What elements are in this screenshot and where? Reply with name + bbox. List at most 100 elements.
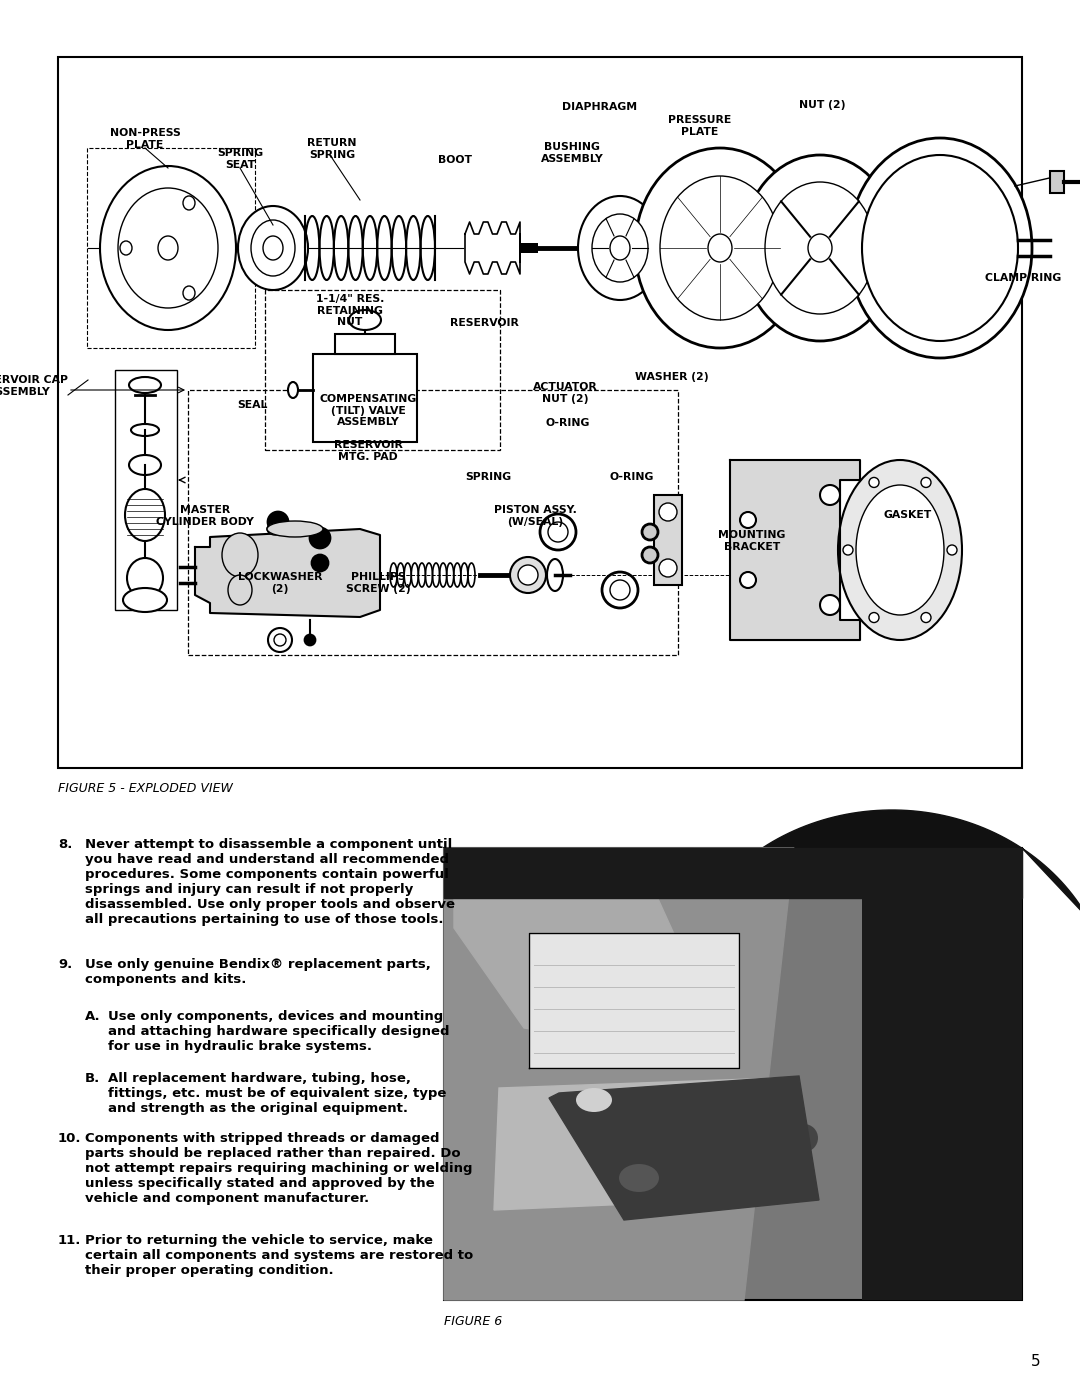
Ellipse shape [312,555,328,571]
Text: BOOT: BOOT [438,155,472,165]
Bar [1050,170,1064,193]
Ellipse shape [238,205,308,291]
Ellipse shape [659,559,677,577]
Ellipse shape [820,485,840,504]
Polygon shape [730,460,860,640]
Ellipse shape [921,478,931,488]
Text: RESERVOIR CAP
ASSEMBLY: RESERVOIR CAP ASSEMBLY [0,374,68,397]
Text: Components with stripped threads or damaged
parts should be replaced rather than: Components with stripped threads or dama… [85,1132,473,1206]
Ellipse shape [518,564,538,585]
Bar [265,291,500,450]
Bar [862,848,1022,1301]
Ellipse shape [118,189,218,307]
Ellipse shape [251,219,295,277]
Ellipse shape [123,588,167,612]
Ellipse shape [546,559,563,591]
Ellipse shape [548,522,568,542]
Ellipse shape [129,455,161,475]
Text: 1-1/4" RES.
RETAINING
NUT: 1-1/4" RES. RETAINING NUT [315,293,384,327]
Text: Use only components, devices and mounting
and attaching hardware specifically de: Use only components, devices and mountin… [108,1010,449,1053]
Text: All replacement hardware, tubing, hose,
fittings, etc. must be of equivalent siz: All replacement hardware, tubing, hose, … [108,1071,446,1115]
Ellipse shape [131,425,159,436]
Ellipse shape [708,235,732,263]
Ellipse shape [642,524,658,541]
Ellipse shape [765,182,875,314]
Ellipse shape [120,242,132,256]
Bar [335,334,395,353]
Text: NUT (2): NUT (2) [799,101,846,110]
Ellipse shape [267,521,323,536]
Text: 10.: 10. [58,1132,81,1146]
Ellipse shape [349,310,381,330]
Ellipse shape [576,1088,612,1112]
Ellipse shape [862,155,1018,341]
Ellipse shape [592,214,648,282]
Ellipse shape [838,460,962,640]
Text: COMPENSATING
(TILT) VALVE
ASSEMBLY: COMPENSATING (TILT) VALVE ASSEMBLY [320,394,417,427]
Ellipse shape [789,1125,818,1153]
Ellipse shape [659,503,677,521]
Text: PHILLIPS
SCREW (2): PHILLIPS SCREW (2) [346,571,410,594]
Text: B.: B. [85,1071,100,1085]
Ellipse shape [305,636,315,645]
Ellipse shape [183,286,195,300]
Ellipse shape [222,534,258,577]
Text: SPRING: SPRING [464,472,511,482]
Ellipse shape [740,511,756,528]
Text: FIGURE 6: FIGURE 6 [444,1315,502,1329]
Text: RESERVOIR: RESERVOIR [450,319,518,328]
Bar [58,57,1022,768]
Text: A.: A. [85,1010,100,1023]
Text: PISTON ASSY.
(W/SEAL): PISTON ASSY. (W/SEAL) [494,504,577,527]
Text: SPRING
SEAT: SPRING SEAT [217,148,264,169]
Text: GASKET: GASKET [883,510,932,520]
Bar [444,848,1022,1301]
Ellipse shape [808,235,832,263]
Text: MASTER
CYLINDER BODY: MASTER CYLINDER BODY [157,504,254,527]
Polygon shape [694,810,1080,918]
Ellipse shape [274,634,286,645]
Bar [654,495,681,585]
Text: DIAPHRAGM: DIAPHRAGM [563,102,637,112]
Ellipse shape [264,236,283,260]
Text: NON-PRESS
PLATE: NON-PRESS PLATE [110,129,180,149]
Ellipse shape [742,155,897,341]
Polygon shape [454,868,694,1048]
Text: O-RING: O-RING [545,418,590,427]
Ellipse shape [268,629,292,652]
Ellipse shape [268,511,288,532]
Ellipse shape [635,148,805,348]
Polygon shape [444,848,1022,898]
Text: 8.: 8. [58,838,72,851]
Ellipse shape [869,612,879,623]
Ellipse shape [610,580,630,599]
Polygon shape [529,933,739,1067]
Ellipse shape [183,196,195,210]
Bar [114,370,177,610]
Ellipse shape [129,377,161,393]
Text: FIGURE 5 - EXPLODED VIEW: FIGURE 5 - EXPLODED VIEW [58,782,233,795]
Text: 5: 5 [1030,1354,1040,1369]
Ellipse shape [610,236,630,260]
Polygon shape [494,1078,799,1210]
Ellipse shape [297,522,313,535]
Ellipse shape [310,528,330,548]
Ellipse shape [642,548,658,563]
Ellipse shape [843,545,853,555]
Polygon shape [444,848,794,1301]
Ellipse shape [869,478,879,488]
Text: 9.: 9. [58,958,72,971]
Text: CLAMP RING: CLAMP RING [985,272,1062,284]
Polygon shape [195,529,380,617]
Ellipse shape [848,138,1032,358]
Text: RESERVOIR
MTG. PAD: RESERVOIR MTG. PAD [334,440,403,461]
Ellipse shape [100,166,237,330]
Ellipse shape [856,485,944,615]
Ellipse shape [158,236,178,260]
Text: WASHER (2): WASHER (2) [635,372,708,381]
Polygon shape [549,1076,819,1220]
Ellipse shape [267,522,283,535]
Ellipse shape [619,1164,659,1192]
Text: RETURN
SPRING: RETURN SPRING [307,138,356,159]
Ellipse shape [947,545,957,555]
